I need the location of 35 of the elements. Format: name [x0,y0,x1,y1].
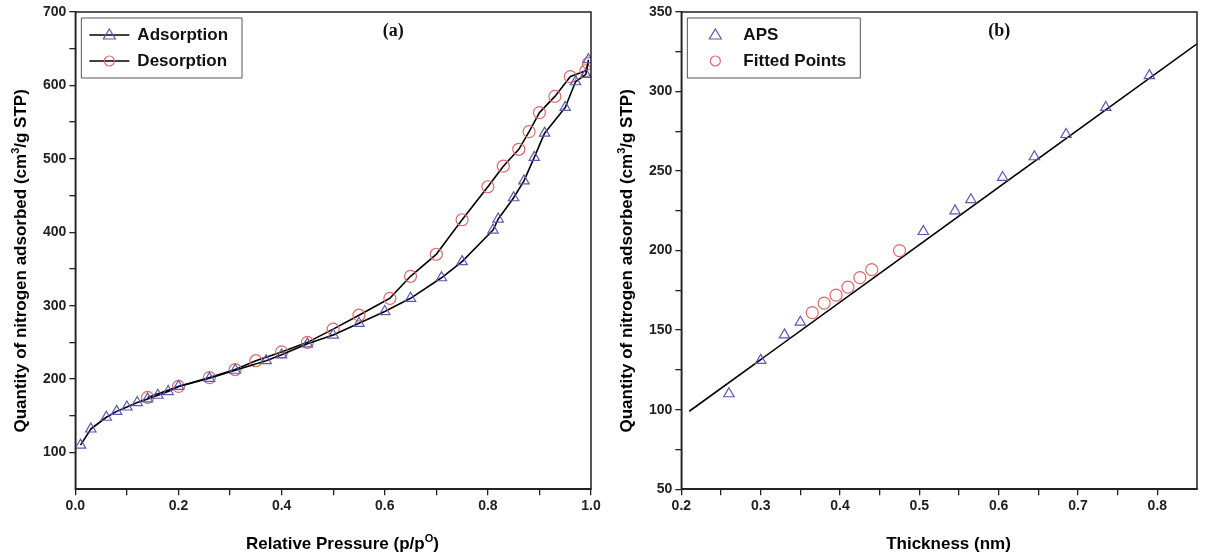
y-tick-label: 200 [43,369,67,386]
y-tick-label: 600 [43,76,67,93]
x-tick-label: 0.2 [168,497,189,514]
x-tick-label: 0.7 [1068,497,1088,514]
x-tick-label: 0.0 [65,497,86,514]
y-tick-label: 200 [649,241,673,258]
y-tick-label: 100 [43,443,67,460]
x-tick-label: 0.6 [988,497,1009,514]
chart-title: (b) [988,19,1011,41]
legend-label: Fitted Points [743,50,847,70]
x-tick-label: 0.8 [1147,497,1168,514]
y-tick-label: 500 [43,149,67,166]
y-tick-label: 250 [649,161,673,178]
legend-label: Adsorption [137,24,229,44]
y-tick-label: 300 [43,296,67,313]
y-tick-label: 350 [649,2,673,19]
y-tick-label: 300 [649,82,673,99]
chart-title: (a) [382,19,404,41]
y-tick-label: 150 [649,320,673,337]
y-tick-label: 100 [649,400,673,417]
legend-label: APS [743,24,779,44]
legend-label: Desorption [137,50,228,70]
x-tick-label: 0.2 [671,497,692,514]
x-tick-label: 1.0 [581,497,601,514]
x-tick-label: 0.3 [750,497,771,514]
x-axis-title: Thickness (nm) [885,534,1012,554]
x-axis-title: Relative Pressure (p/p$^{O}$) [245,532,440,554]
y-tick-label: 400 [43,223,67,240]
y-tick-label: 700 [43,2,67,19]
x-tick-label: 0.6 [375,497,395,514]
x-tick-label: 0.4 [271,497,292,514]
x-tick-label: 0.5 [909,497,930,514]
x-tick-label: 0.8 [478,497,498,514]
y-tick-label: 50 [656,480,673,497]
x-tick-label: 0.4 [830,497,850,514]
